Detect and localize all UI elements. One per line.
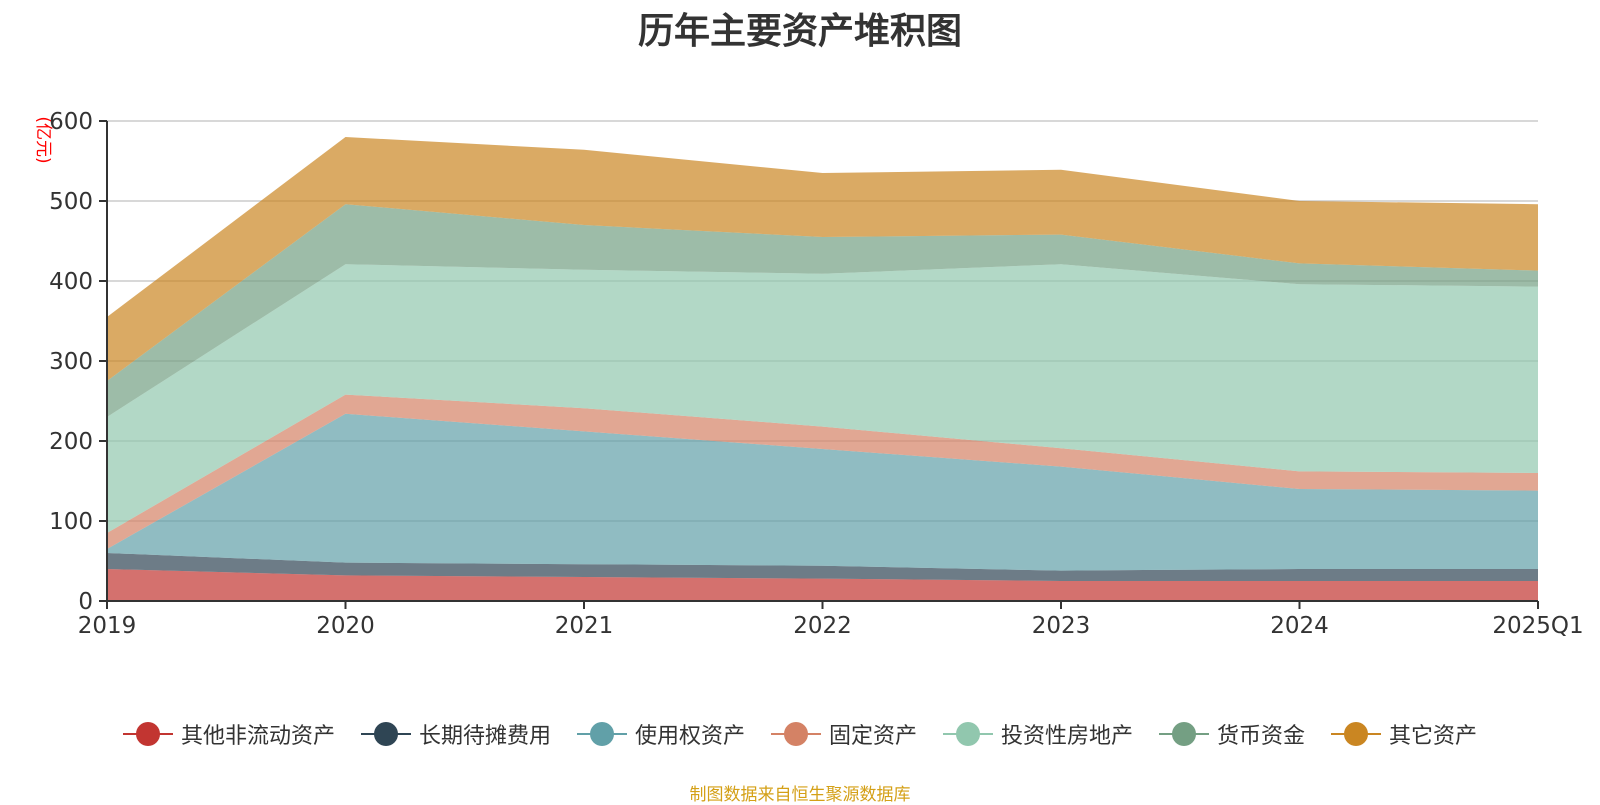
x-tick-label: 2019 [78,613,137,639]
area-series-其他非流动资产[interactable] [107,569,1538,601]
chart-title: 历年主要资产堆积图 [637,11,962,52]
x-tick-label: 2024 [1270,613,1329,639]
legend-marker-icon [360,722,411,746]
axes: 0 100 200 300 400 500 600 2019 2020 2021 2022 2023 2… [49,109,1584,639]
legend-item[interactable]: 固定资产 [770,718,917,750]
area-series-货币资金[interactable] [107,204,1538,417]
area-series-使用权资产[interactable] [107,413,1538,571]
y-tick-label: 400 [49,269,93,295]
legend-marker-icon [1159,722,1210,746]
y-axis-unit-label: (亿元) [33,116,53,163]
y-tick-label: 500 [49,189,93,215]
y-tick-label: 600 [49,109,93,135]
area-series-其它资产[interactable] [107,137,1538,381]
legend-label: 投资性房地产 [1001,724,1134,749]
y-tick-label: 0 [78,589,93,615]
area-series-长期待摊费用[interactable] [107,553,1538,581]
legend-marker-icon [770,722,821,746]
y-tick-label: 100 [49,509,93,535]
legend-marker-icon [122,722,173,746]
area-series-固定资产[interactable] [107,394,1538,549]
x-tick-label: 2023 [1032,613,1091,639]
legend-item[interactable]: 长期待摊费用 [360,718,551,750]
area-series-投资性房地产[interactable] [107,264,1538,533]
legend-label: 使用权资产 [634,724,745,749]
legend-label: 长期待摊费用 [418,724,551,749]
legend-label: 其他非流动资产 [180,724,335,749]
legend-item[interactable]: 其它资产 [1331,718,1477,750]
legend-marker-icon [1331,722,1382,746]
legend-marker-icon [943,722,993,746]
x-tick-label: 2025Q1 [1492,613,1583,639]
legend-label: 其它资产 [1389,724,1478,749]
x-tick-label: 2021 [555,613,614,639]
x-tick-label: 2022 [793,613,852,639]
legend-item[interactable]: 使用权资产 [576,718,745,750]
legend-item[interactable]: 货币资金 [1159,718,1305,750]
legend: 其他非流动资产 长期待摊费用 使用权资产 固定资产 投资性房地产 货币资金 其它资产 [0,716,1600,752]
legend-item[interactable]: 其他非流动资产 [122,718,335,750]
legend-marker-icon [576,722,627,746]
legend-label: 固定资产 [828,724,917,749]
legend-item[interactable]: 投资性房地产 [943,718,1133,750]
x-tick-label: 2020 [316,613,375,639]
y-tick-label: 300 [49,349,93,375]
source-note: 制图数据来自恒生聚源数据库 [689,785,911,805]
legend-label: 货币资金 [1217,724,1306,749]
stacked-areas [107,137,1538,601]
y-tick-label: 200 [49,429,93,455]
